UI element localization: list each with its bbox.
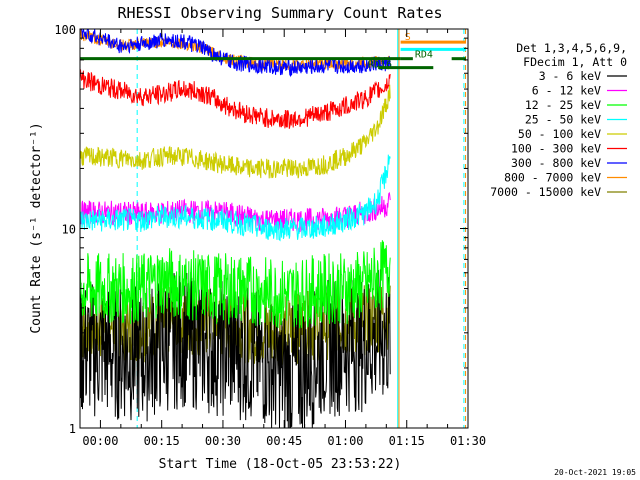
axis-ticks: 1 10 100 00:00 00:15 00:30 00:45 01:00 01:15 01:3…	[54, 23, 486, 448]
annotation-label-0: S	[405, 32, 411, 43]
annotation-label-2: RD16	[368, 60, 392, 71]
x-tick-label-6: 01:30	[450, 434, 486, 448]
series-line-3	[79, 240, 391, 329]
x-tick-label-5: 01:15	[389, 434, 425, 448]
legend-entry-label-5: 50 - 100 keV	[518, 127, 601, 141]
legend-entry-label-3: 12 - 25 keV	[525, 98, 601, 112]
plot-area: S RD4 RD16	[79, 28, 467, 429]
series-line-4	[79, 154, 391, 242]
x-tick-label-3: 00:45	[266, 434, 302, 448]
x-axis-label: Start Time (18-Oct-05 23:53:22)	[159, 457, 402, 472]
chart-title: RHESSI Observing Summary Count Rates	[117, 4, 442, 22]
x-tick-label-2: 00:30	[205, 434, 241, 448]
legend-entry-label-1: 3 - 6 keV	[539, 69, 601, 83]
x-tick-label-1: 00:15	[144, 434, 180, 448]
legend-header-line-1: Det 1,3,4,5,6,9,	[516, 41, 627, 55]
legend-entry-label-9: 7000 - 15000 keV	[490, 185, 601, 199]
series-line-6	[79, 69, 391, 129]
annotation-label-1: RD4	[415, 49, 433, 60]
legend: Det 1,3,4,5,6,9, FDecim 1, Att 0 3 - 6 k…	[490, 41, 627, 199]
series-line-7	[80, 28, 391, 78]
y-tick-label-1: 10	[62, 223, 76, 237]
legend-entry-label-4: 25 - 50 keV	[525, 113, 601, 127]
legend-entry-label-6: 100 - 300 keV	[511, 142, 601, 156]
series-line-5	[79, 84, 391, 179]
y-axis-label: Count Rate (s⁻¹ detector⁻¹)	[29, 122, 44, 333]
legend-entry-label-2: 6 - 12 keV	[532, 84, 601, 98]
legend-entry-label-7: 300 - 800 keV	[511, 156, 601, 170]
y-tick-label-2: 100	[54, 23, 76, 37]
legend-entry-label-8: 800 - 7000 keV	[504, 171, 601, 185]
footer-timestamp: 20-Oct-2021 19:05	[554, 468, 636, 477]
y-tick-label-0: 1	[69, 422, 76, 436]
x-tick-label-0: 00:00	[82, 434, 118, 448]
legend-header-line-2: FDecim 1, Att 0	[523, 55, 627, 69]
x-tick-label-4: 01:00	[327, 434, 363, 448]
